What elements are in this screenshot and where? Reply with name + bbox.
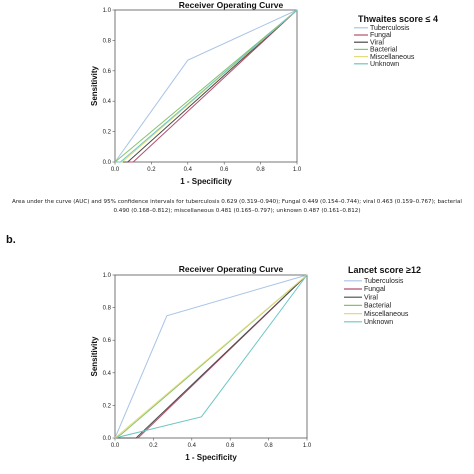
y-tick-label: 1.0: [103, 273, 112, 279]
legend-title: Thwaites score ≤ 4: [358, 14, 438, 24]
plot-frame: [114, 9, 298, 163]
x-axis-label: 1 - Specificity: [180, 177, 232, 186]
y-tick-label: 0.4: [103, 371, 112, 377]
x-tick-label: 0.6: [226, 443, 235, 449]
chart-title: Receiver Operating Curve: [179, 264, 284, 274]
y-tick-label: 0.8: [103, 38, 112, 44]
legend-label-bacterial: Bacterial: [364, 303, 392, 310]
plot-frame: [114, 274, 308, 439]
y-tick-label: 1.0: [103, 8, 112, 14]
x-tick-label: 0.4: [188, 443, 197, 449]
x-tick-label: 1.0: [303, 443, 312, 449]
series-line-miscellaneous: [114, 274, 308, 439]
x-tick-label: 0.2: [147, 167, 156, 173]
series-line-tuberculosis: [114, 274, 308, 439]
legend-label-fungal: Fungal: [364, 286, 386, 293]
y-tick-label: 0.4: [103, 99, 112, 105]
y-tick-label: 0.8: [103, 306, 112, 312]
x-axis-label: 1 - Specificity: [185, 453, 237, 462]
y-tick-label: 0.6: [103, 338, 112, 344]
legend-label-tuberculosis: Tuberculosis: [370, 25, 410, 32]
y-axis-label: Sensitivity: [90, 65, 99, 106]
chart-title: Receiver Operating Curve: [179, 0, 284, 10]
y-tick-label: 0.0: [103, 436, 112, 442]
series-line-bacterial: [114, 9, 298, 163]
x-tick-label: 0.0: [111, 443, 120, 449]
legend-label-bacterial: Bacterial: [370, 47, 398, 54]
legend-label-viral: Viral: [370, 39, 384, 46]
series-line-unknown: [115, 9, 298, 163]
series-line-unknown: [114, 274, 308, 439]
legend-label-miscellaneous: Miscellaneous: [364, 311, 409, 318]
x-tick-label: 1.0: [293, 167, 302, 173]
auc-caption: Area under the curve (AUC) and 95% confi…: [12, 199, 462, 214]
legend-label-fungal: Fungal: [370, 32, 392, 39]
y-tick-label: 0.2: [103, 130, 112, 136]
x-tick-label: 0.0: [111, 167, 120, 173]
y-tick-label: 0.6: [103, 69, 112, 75]
legend-label-miscellaneous: Miscellaneous: [370, 54, 415, 61]
legend-label-unknown: Unknown: [364, 319, 393, 326]
y-axis-label: Sensitivity: [90, 336, 99, 377]
series-line-viral: [115, 274, 308, 439]
x-tick-label: 0.2: [149, 443, 158, 449]
legend-label-tuberculosis: Tuberculosis: [364, 278, 404, 285]
series-line-tuberculosis: [114, 9, 298, 163]
panel-b-label: b.: [6, 234, 16, 246]
roc-chart-thwaites: Receiver Operating Curve 0.0 0.2 0.4 0.6 0.8 1…: [90, 0, 438, 186]
x-tick-label: 0.6: [220, 167, 229, 173]
x-tick-label: 0.8: [256, 167, 265, 173]
legend-label-viral: Viral: [364, 294, 378, 301]
legend-title: Lancet score ≥12: [348, 265, 421, 275]
y-tick-label: 0.2: [103, 403, 112, 409]
y-tick-label: 0.0: [103, 160, 112, 166]
x-tick-label: 0.8: [264, 443, 273, 449]
legend-label-unknown: Unknown: [370, 61, 399, 68]
x-tick-label: 0.4: [184, 167, 193, 173]
